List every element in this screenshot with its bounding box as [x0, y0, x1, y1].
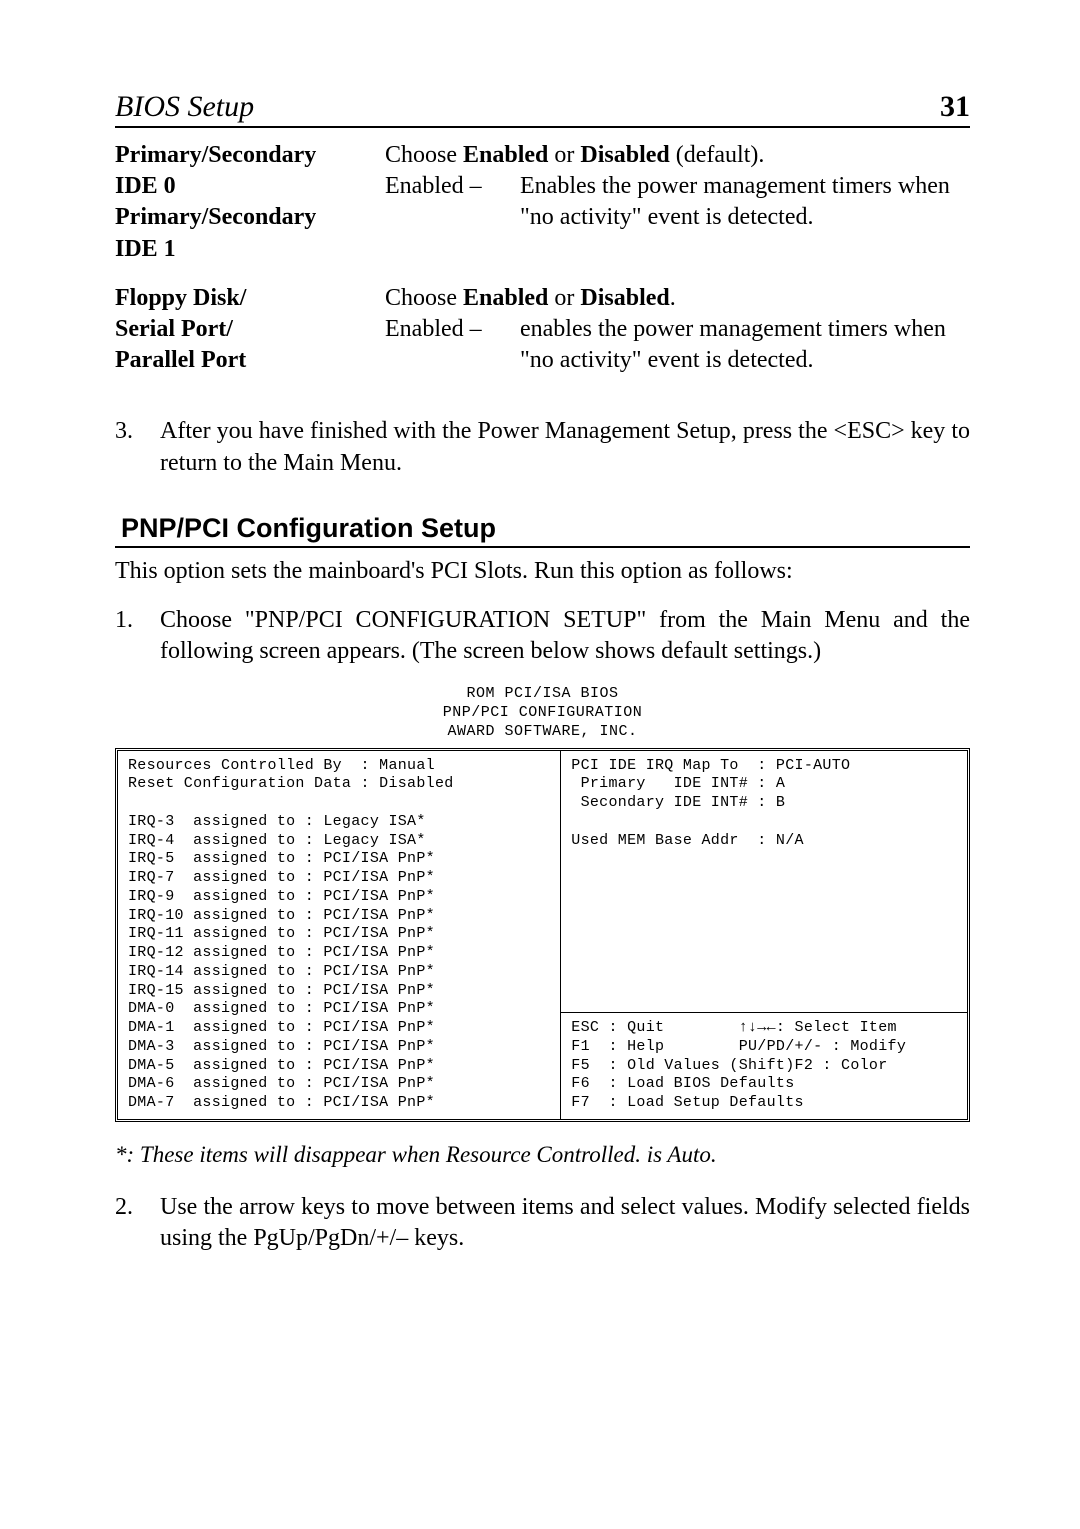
enabled-label: Enabled – — [385, 171, 520, 233]
bios-right-top: PCI IDE IRQ Map To : PCI-AUTO Primary ID… — [561, 751, 967, 1014]
term-line: Primary/Secondary — [115, 202, 355, 233]
bios-title-line: PNP/PCI CONFIGURATION — [115, 704, 970, 723]
header-title: BIOS Setup — [115, 90, 254, 124]
footnote: *: These items will disappear when Resou… — [115, 1142, 970, 1168]
enabled-row: Enabled – Enables the power management t… — [385, 171, 970, 233]
bios-screen: Resources Controlled By : Manual Reset C… — [115, 748, 970, 1122]
bios-title-line: ROM PCI/ISA BIOS — [115, 685, 970, 704]
text: Choose — [385, 142, 463, 168]
page-header: BIOS Setup 31 — [115, 90, 970, 128]
bios-title-line: AWARD SOFTWARE, INC. — [115, 723, 970, 742]
step-2: 2. Use the arrow keys to move between it… — [115, 1192, 970, 1254]
text: (default). — [670, 142, 765, 168]
definition-description: Choose Enabled or Disabled. Enabled – en… — [385, 283, 970, 377]
term-line: IDE 1 — [115, 234, 355, 265]
step-number: 3. — [115, 416, 160, 478]
term-line: Primary/Secondary — [115, 140, 355, 171]
page: BIOS Setup 31 Primary/Secondary IDE 0 Pr… — [0, 0, 1080, 1344]
step-number: 2. — [115, 1192, 160, 1254]
definition-term: Primary/Secondary IDE 0 Primary/Secondar… — [115, 140, 355, 265]
bios-right-panel: PCI IDE IRQ Map To : PCI-AUTO Primary ID… — [561, 751, 967, 1119]
step-text: After you have finished with the Power M… — [160, 416, 970, 478]
enabled-text: Enables the power management timers when… — [520, 171, 970, 233]
bold: Disabled — [580, 285, 669, 311]
section-heading: PNP/PCI Configuration Setup — [115, 509, 970, 548]
definition-term: Floppy Disk/ Serial Port/ Parallel Port — [115, 283, 355, 377]
bold: Disabled — [580, 142, 669, 168]
text: . — [670, 285, 676, 311]
enabled-text: enables the power management timers when… — [520, 314, 970, 376]
step-3: 3. After you have finished with the Powe… — [115, 416, 970, 478]
choose-line: Choose Enabled or Disabled. — [385, 283, 970, 314]
term-line: Serial Port/ — [115, 314, 355, 345]
bios-right-bottom: ESC : Quit ↑↓→←: Select Item F1 : Help P… — [561, 1013, 967, 1119]
bold: Enabled — [463, 142, 548, 168]
definition-ide: Primary/Secondary IDE 0 Primary/Secondar… — [115, 140, 970, 265]
term-line: Floppy Disk/ — [115, 283, 355, 314]
text: or — [548, 285, 580, 311]
step-text: Choose "PNP/PCI CONFIGURATION SETUP" fro… — [160, 605, 970, 667]
header-page-number: 31 — [940, 90, 970, 124]
step-number: 1. — [115, 605, 160, 667]
enabled-row: Enabled – enables the power management t… — [385, 314, 970, 376]
intro-paragraph: This option sets the mainboard's PCI Slo… — [115, 556, 970, 587]
text: or — [548, 142, 580, 168]
text: Choose — [385, 285, 463, 311]
bold: Enabled — [463, 285, 548, 311]
enabled-label: Enabled – — [385, 314, 520, 376]
definition-description: Choose Enabled or Disabled (default). En… — [385, 140, 970, 265]
bios-title: ROM PCI/ISA BIOS PNP/PCI CONFIGURATION A… — [115, 685, 970, 741]
step-1: 1. Choose "PNP/PCI CONFIGURATION SETUP" … — [115, 605, 970, 667]
term-line: IDE 0 — [115, 171, 355, 202]
bios-left-panel: Resources Controlled By : Manual Reset C… — [118, 751, 561, 1119]
step-text: Use the arrow keys to move between items… — [160, 1192, 970, 1254]
choose-line: Choose Enabled or Disabled (default). — [385, 140, 970, 171]
definition-ports: Floppy Disk/ Serial Port/ Parallel Port … — [115, 283, 970, 377]
term-line: Parallel Port — [115, 345, 355, 376]
